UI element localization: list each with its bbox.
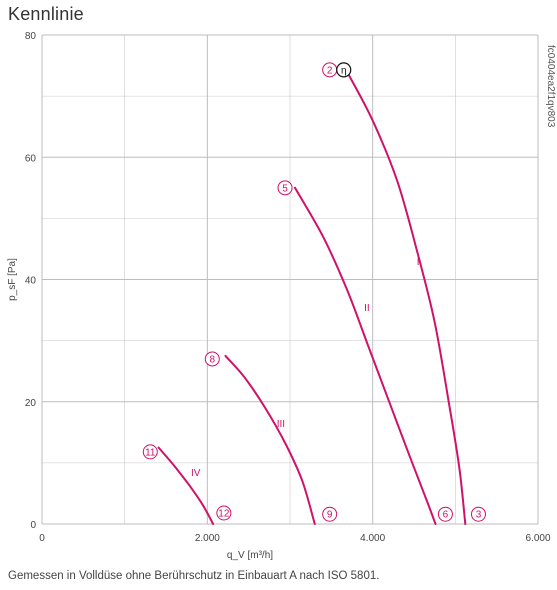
chart-title: Kennlinie (8, 4, 84, 24)
series-line-i (346, 70, 467, 525)
series-label: II (364, 303, 370, 314)
eta-marker: η (336, 62, 352, 78)
eta-circle (336, 62, 352, 78)
operating-point-8: 8 (204, 351, 220, 367)
operating-point-label: 8 (210, 354, 216, 365)
operating-point-label: 5 (282, 183, 288, 194)
operating-point-label: 9 (327, 510, 333, 521)
x-tick-label: 4.000 (360, 533, 385, 544)
chart-grid (41, 34, 539, 525)
y-tick-label: 0 (30, 520, 36, 531)
operating-point-label: 6 (443, 510, 449, 521)
operating-point-2: 2 (322, 62, 338, 78)
operating-point-circle (216, 505, 232, 521)
x-axis-ticks: 0 2.000 4.000 6.000 (39, 533, 551, 544)
operating-point-12: 12 (216, 505, 232, 521)
operating-points: 2 5 8 11 12 9 6 3 η (142, 62, 486, 522)
operating-point-5: 5 (277, 180, 293, 196)
operating-point-circle (204, 351, 220, 367)
figure-code: fc0404ea2f1qv803 (545, 45, 556, 128)
operating-point-label: 3 (476, 510, 482, 521)
chart-series (157, 70, 467, 525)
operating-point-11: 11 (142, 444, 158, 460)
operating-point-6: 6 (437, 506, 453, 522)
operating-point-label: 11 (145, 447, 156, 458)
operating-point-circle (437, 506, 453, 522)
series-line-iv (157, 446, 215, 525)
operating-point-3: 3 (470, 506, 486, 522)
operating-point-circle (470, 506, 486, 522)
series-label: IV (191, 468, 201, 479)
series-line-ii (294, 186, 437, 525)
eta-label: η (341, 65, 347, 76)
operating-point-9: 9 (322, 506, 338, 522)
series-line-iii (224, 354, 316, 525)
x-axis-label: q_V [m³/h] (227, 550, 273, 561)
x-tick-label: 6.000 (525, 533, 550, 544)
operating-point-circle (142, 444, 158, 460)
operating-point-circle (277, 180, 293, 196)
x-tick-label: 0 (39, 533, 45, 544)
series-label: I (417, 257, 420, 268)
y-tick-label: 20 (25, 398, 37, 409)
y-axis-label: p_sF [Pa] (7, 258, 18, 301)
y-tick-label: 80 (25, 31, 37, 42)
y-tick-label: 60 (25, 153, 37, 164)
x-tick-label: 2.000 (195, 533, 220, 544)
y-axis-ticks: 0 20 40 60 80 (25, 31, 37, 531)
operating-point-label: 2 (327, 65, 333, 76)
series-label: III (277, 419, 285, 430)
footnote: Gemessen in Volldüse ohne Berührschutz i… (8, 570, 380, 582)
y-tick-label: 40 (25, 276, 37, 287)
operating-point-label: 12 (218, 508, 230, 519)
operating-point-circle (322, 506, 338, 522)
